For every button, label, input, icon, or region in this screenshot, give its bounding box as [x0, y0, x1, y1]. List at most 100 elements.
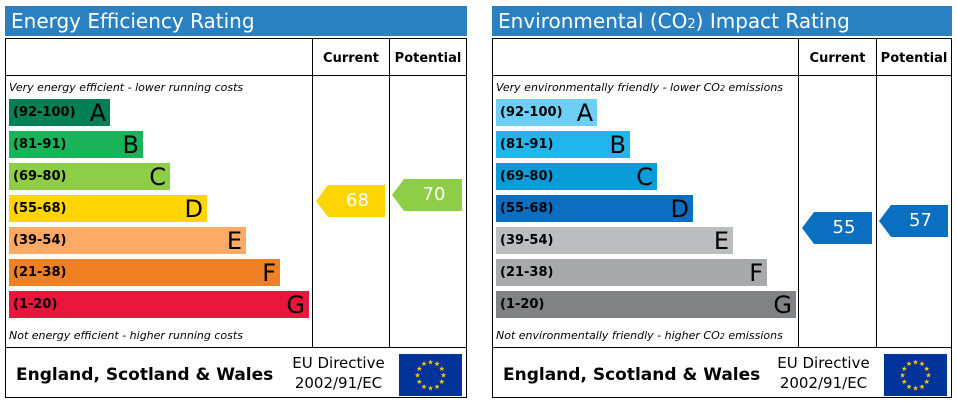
- band-range: (21-38): [500, 265, 554, 280]
- band-letter: C: [149, 163, 166, 191]
- band-b: (81-91) B: [9, 131, 143, 159]
- eu-star-icon: ★: [901, 378, 907, 386]
- band-letter: F: [749, 259, 763, 287]
- band-a: (92-100) A: [9, 99, 110, 127]
- band-range: (1-20): [13, 297, 58, 312]
- band-range: (81-91): [500, 137, 554, 152]
- eu-star-icon: ★: [919, 360, 925, 368]
- column-divider: [389, 39, 390, 347]
- eu-star-icon: ★: [924, 378, 930, 386]
- band-letter: A: [576, 99, 593, 127]
- band-e: (39-54) E: [9, 227, 246, 255]
- eu-star-icon: ★: [434, 383, 440, 391]
- eu-star-icon: ★: [434, 360, 440, 368]
- region-label: England, Scotland & Wales: [503, 365, 761, 385]
- top-note: Very environmentally friendly - lower CO…: [496, 81, 784, 94]
- eu-star-icon: ★: [414, 372, 420, 380]
- band-letter: G: [773, 291, 792, 319]
- eu-directive-line2: 2002/91/EC: [294, 374, 383, 392]
- energy-rating-table: Current Potential Very energy efficient …: [5, 38, 467, 398]
- band-letter: G: [286, 291, 305, 319]
- current-rating-value: 68: [346, 190, 369, 211]
- band-range: (92-100): [13, 105, 76, 120]
- eu-star-icon: ★: [924, 365, 930, 373]
- eu-star-icon: ★: [906, 360, 912, 368]
- eu-directive-line1: EU Directive: [777, 354, 870, 372]
- eu-flag-icon: ★ ★ ★ ★ ★ ★ ★ ★ ★ ★ ★ ★: [399, 354, 462, 396]
- band-f: (21-38) F: [496, 259, 767, 287]
- potential-rating-arrow: 70: [392, 179, 462, 211]
- potential-column-header: Potential: [394, 51, 462, 66]
- band-letter: D: [670, 195, 689, 223]
- band-range: (69-80): [13, 169, 67, 184]
- band-range: (55-68): [13, 201, 67, 216]
- band-range: (39-54): [500, 233, 554, 248]
- band-b: (81-91) B: [496, 131, 630, 159]
- band-d: (55-68) D: [9, 195, 207, 223]
- current-column-header: Current: [323, 51, 379, 66]
- potential-rating-value: 70: [422, 184, 446, 205]
- band-d: (55-68) D: [496, 195, 693, 223]
- band-a: (92-100) A: [496, 99, 597, 127]
- eu-star-icon: ★: [439, 378, 445, 386]
- band-g: (1-20) G: [496, 291, 796, 319]
- footer-divider: [493, 347, 951, 348]
- band-c: (69-80) C: [9, 163, 170, 191]
- eu-star-icon: ★: [427, 359, 433, 367]
- eu-star-icon: ★: [899, 372, 905, 380]
- eu-directive-line2: 2002/91/EC: [779, 374, 868, 392]
- environmental-impact-title: Environmental (CO2) Impact Rating: [492, 6, 952, 36]
- footer-divider: [6, 347, 466, 348]
- band-range: (21-38): [13, 265, 67, 280]
- environmental-rating-table: Current Potential Very environmentally f…: [492, 38, 952, 398]
- band-range: (92-100): [500, 105, 563, 120]
- bottom-note: Not energy efficient - higher running co…: [9, 329, 243, 342]
- energy-efficiency-title: Energy Efficiency Rating: [5, 6, 467, 36]
- eu-directive-line1: EU Directive: [292, 354, 385, 372]
- potential-rating-value: 57: [909, 210, 932, 231]
- band-letter: B: [609, 131, 626, 159]
- column-divider: [876, 39, 877, 347]
- band-letter: E: [226, 227, 242, 255]
- band-c: (69-80) C: [496, 163, 657, 191]
- column-divider: [798, 39, 799, 347]
- band-range: (55-68): [500, 201, 554, 216]
- eu-star-icon: ★: [416, 365, 422, 373]
- eu-star-icon: ★: [421, 360, 427, 368]
- eu-star-icon: ★: [421, 383, 427, 391]
- eu-star-icon: ★: [912, 385, 918, 393]
- band-range: (1-20): [500, 297, 545, 312]
- band-letter: B: [122, 131, 139, 159]
- header-divider: [493, 75, 951, 76]
- current-rating-arrow: 68: [316, 185, 385, 217]
- bottom-note: Not environmentally friendly - higher CO…: [496, 329, 783, 342]
- region-label: England, Scotland & Wales: [16, 365, 274, 385]
- band-range: (69-80): [500, 169, 554, 184]
- band-letter: E: [713, 227, 729, 255]
- current-column-header: Current: [809, 51, 866, 66]
- band-letter: C: [636, 163, 653, 191]
- eu-star-icon: ★: [925, 372, 931, 380]
- eu-directive-text: EU Directive 2002/91/EC: [766, 353, 881, 393]
- eu-directive-text: EU Directive 2002/91/EC: [281, 353, 396, 393]
- column-divider: [312, 39, 313, 347]
- band-letter: A: [89, 99, 106, 127]
- band-f: (21-38) F: [9, 259, 280, 287]
- header-divider: [6, 75, 466, 76]
- eu-star-icon: ★: [440, 372, 446, 380]
- eu-star-icon: ★: [427, 385, 433, 393]
- current-rating-value: 55: [832, 217, 856, 238]
- eu-star-icon: ★: [439, 365, 445, 373]
- band-range: (81-91): [13, 137, 67, 152]
- band-letter: D: [184, 195, 203, 223]
- eu-star-icon: ★: [416, 378, 422, 386]
- band-e: (39-54) E: [496, 227, 733, 255]
- current-rating-arrow: 55: [802, 212, 872, 244]
- band-letter: F: [262, 259, 276, 287]
- potential-rating-arrow: 57: [879, 205, 948, 237]
- eu-star-icon: ★: [919, 383, 925, 391]
- eu-star-icon: ★: [906, 383, 912, 391]
- environmental-impact-panel: Environmental (CO2) Impact Rating Curren…: [492, 6, 952, 398]
- eu-flag-icon: ★ ★ ★ ★ ★ ★ ★ ★ ★ ★ ★ ★: [884, 354, 947, 396]
- band-range: (39-54): [13, 233, 67, 248]
